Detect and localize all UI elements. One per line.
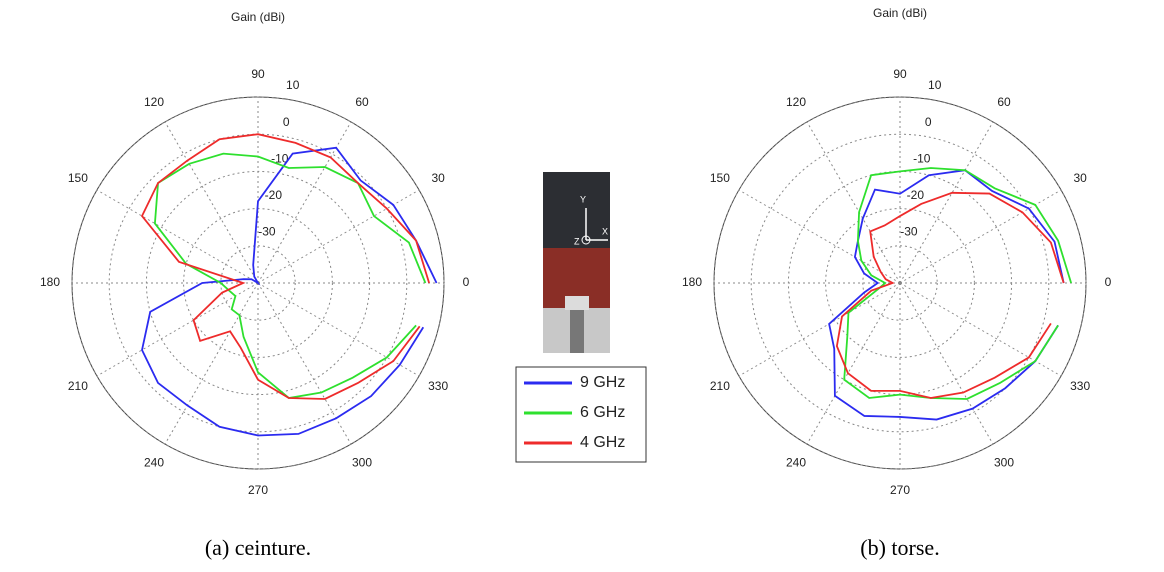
- photo-cable: [570, 310, 584, 353]
- r-tick-label: -30: [258, 225, 276, 239]
- series-line: [843, 167, 1072, 400]
- r-tick-label: 10: [928, 78, 942, 92]
- grid-spoke: [899, 282, 994, 445]
- theta-tick-label: 30: [431, 171, 445, 185]
- theta-tick-label: 180: [682, 275, 702, 289]
- series-line: [835, 191, 1065, 399]
- r-tick-label: -30: [900, 225, 918, 239]
- theta-tick-label: 120: [786, 95, 806, 109]
- legend-label: 4 GHz: [580, 434, 625, 451]
- theta-tick-label: 30: [1073, 171, 1087, 185]
- grid-ring: [825, 208, 975, 358]
- grid-spoke: [257, 189, 420, 284]
- r-tick-label: -20: [265, 188, 283, 202]
- grid-spoke: [96, 189, 259, 284]
- legend-label: 6 GHz: [580, 404, 625, 421]
- inset-photo: Y Z X: [543, 172, 610, 353]
- theta-tick-label: 270: [248, 483, 268, 497]
- r-tick-label: -20: [907, 188, 925, 202]
- r-tick-label: 0: [925, 115, 932, 129]
- chart-title: Gain (dBi): [873, 6, 927, 20]
- theta-tick-label: 120: [144, 95, 164, 109]
- grid-spoke: [738, 282, 901, 377]
- r-tick-label: 0: [283, 115, 290, 129]
- theta-tick-label: 210: [68, 379, 88, 393]
- chart-title: Gain (dBi): [231, 10, 285, 24]
- grid-spoke: [164, 121, 259, 284]
- caption: (a) ceinture.: [205, 535, 311, 560]
- caption: (b) torse.: [860, 535, 939, 560]
- photo-axis: [581, 235, 591, 245]
- theta-tick-label: 180: [40, 275, 60, 289]
- series-line: [141, 146, 438, 437]
- theta-tick-label: 330: [428, 379, 448, 393]
- grid-spoke: [899, 282, 1062, 377]
- photo-top: [543, 172, 610, 248]
- grid-spoke: [257, 282, 352, 445]
- photo-connector: [565, 296, 589, 310]
- grid-ring: [750, 133, 1050, 433]
- photo-axis-label: Z: [574, 236, 580, 246]
- theta-tick-label: 330: [1070, 379, 1090, 393]
- grid-spoke: [257, 282, 420, 377]
- theta-tick-label: 240: [786, 455, 806, 469]
- theta-tick-label: 270: [890, 483, 910, 497]
- theta-tick-label: 300: [352, 455, 372, 469]
- theta-tick-label: 150: [710, 171, 730, 185]
- theta-tick-label: 240: [144, 455, 164, 469]
- grid-spoke: [806, 282, 901, 445]
- series-line: [140, 133, 430, 400]
- grid-spoke: [738, 189, 901, 284]
- grid-spoke: [164, 282, 259, 445]
- theta-tick-label: 0: [463, 275, 470, 289]
- theta-tick-label: 90: [893, 67, 907, 81]
- r-tick-label: 10: [286, 78, 300, 92]
- theta-tick-label: 90: [251, 67, 265, 81]
- photo-axis-label: Y: [580, 194, 586, 204]
- theta-tick-label: 210: [710, 379, 730, 393]
- theta-tick-label: 60: [355, 95, 369, 109]
- grid-spoke: [806, 121, 901, 284]
- theta-tick-label: 60: [997, 95, 1011, 109]
- series-line: [153, 152, 427, 399]
- grid-ring: [862, 245, 938, 321]
- theta-tick-label: 0: [1105, 275, 1112, 289]
- r-tick-label: -10: [913, 151, 931, 165]
- theta-tick-label: 150: [68, 171, 88, 185]
- grid-spoke: [899, 189, 1062, 284]
- theta-tick-label: 300: [994, 455, 1014, 469]
- grid-spoke: [257, 121, 352, 284]
- grid-spoke: [899, 121, 994, 284]
- r-tick-label: -10: [271, 151, 289, 165]
- legend-label: 9 GHz: [580, 374, 625, 391]
- series-line: [828, 169, 1065, 421]
- grid-spoke: [96, 282, 259, 377]
- photo-axis-label: X: [602, 226, 608, 236]
